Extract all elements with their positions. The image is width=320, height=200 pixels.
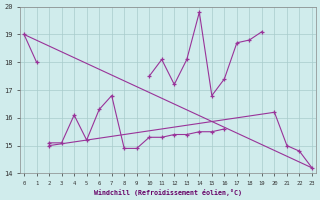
X-axis label: Windchill (Refroidissement éolien,°C): Windchill (Refroidissement éolien,°C) xyxy=(94,189,242,196)
